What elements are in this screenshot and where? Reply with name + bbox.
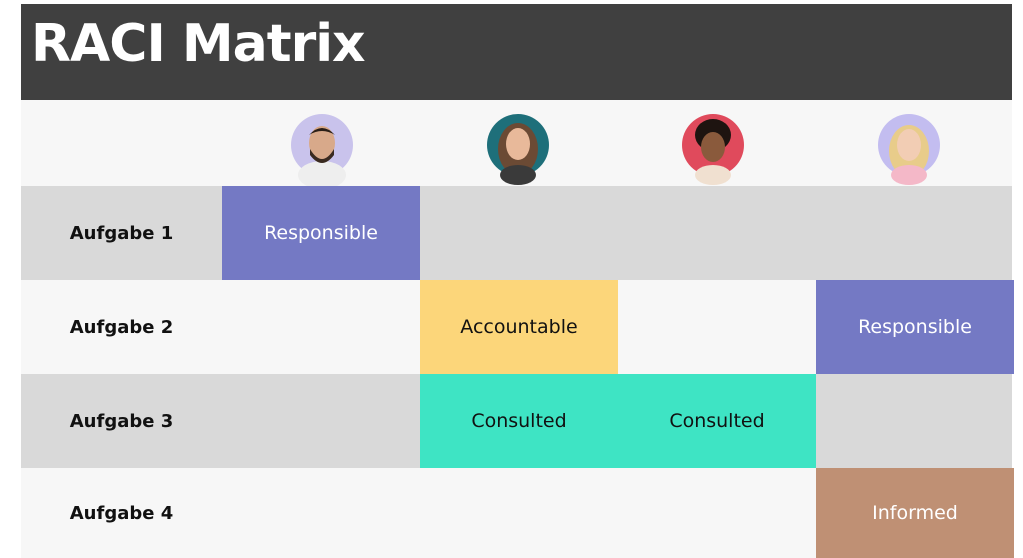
- row-label: Aufgabe 2: [69, 316, 174, 338]
- row-label: Aufgabe 4: [69, 502, 174, 524]
- raci-cell: Informed: [816, 468, 1014, 558]
- table-row: Aufgabe 1 Responsible: [21, 186, 1012, 280]
- table-row: Aufgabe 4 Informed: [21, 468, 1014, 558]
- header-bar: [21, 4, 1012, 100]
- raci-cell: Consulted: [618, 374, 816, 468]
- avatar: [878, 114, 940, 185]
- title: RACI Matrix: [31, 14, 366, 74]
- table-row: Aufgabe 2 Accountable Responsible: [21, 280, 1014, 374]
- raci-cell: Accountable: [420, 280, 618, 374]
- raci-cell: Responsible: [222, 186, 420, 280]
- raci-cell: Responsible: [816, 280, 1014, 374]
- avatar: [487, 114, 549, 185]
- avatars: [291, 114, 940, 189]
- avatar: [291, 114, 353, 189]
- table-row: Aufgabe 3 Consulted Consulted: [21, 374, 1012, 468]
- avatar-row: [21, 100, 1012, 189]
- avatar: [682, 114, 744, 185]
- row-label: Aufgabe 1: [69, 222, 174, 244]
- raci-cell: Consulted: [420, 374, 618, 468]
- row-label: Aufgabe 3: [69, 410, 174, 432]
